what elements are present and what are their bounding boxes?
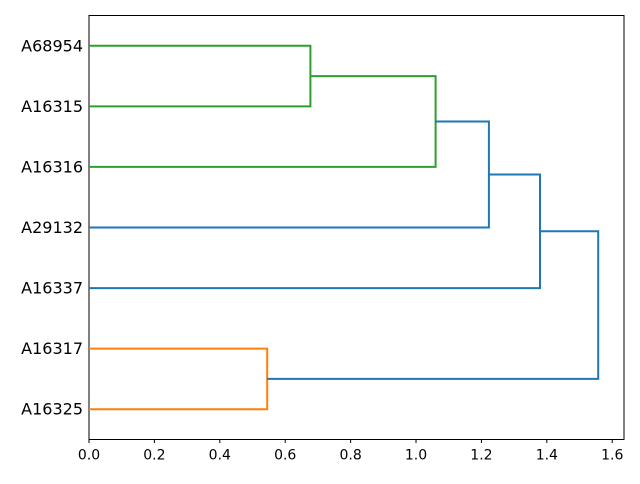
x-tick-label: 0.2	[143, 448, 165, 464]
leaf-label-A16325: A16325	[21, 400, 83, 419]
dendrogram-link-M4	[89, 173, 541, 290]
x-tick-label: 1.2	[470, 448, 492, 464]
leaf-label-A68954: A68954	[21, 36, 83, 55]
x-tick-label: 1.4	[536, 448, 558, 464]
leaf-label-A16337: A16337	[21, 279, 83, 298]
leaf-label-A16317: A16317	[21, 339, 83, 358]
dendrogram-link-M5	[89, 347, 269, 411]
x-tick-label: 1.6	[601, 448, 623, 464]
x-tick-label: 1.0	[405, 448, 427, 464]
dendrogram-link-M6	[267, 230, 600, 380]
leaf-label-A16315: A16315	[21, 97, 83, 116]
x-tick-label: 0.4	[209, 448, 231, 464]
dendrogram-link-M3	[89, 120, 490, 229]
leaf-label-A29132: A29132	[21, 218, 83, 237]
leaf-label-A16316: A16316	[21, 157, 83, 176]
x-tick-label: 0.6	[274, 448, 296, 464]
x-tick-label: 0.8	[339, 448, 361, 464]
dendrogram-link-M1	[89, 44, 312, 108]
dendrogram-link-M2	[89, 75, 437, 168]
x-tick-label: 0.0	[78, 448, 100, 464]
